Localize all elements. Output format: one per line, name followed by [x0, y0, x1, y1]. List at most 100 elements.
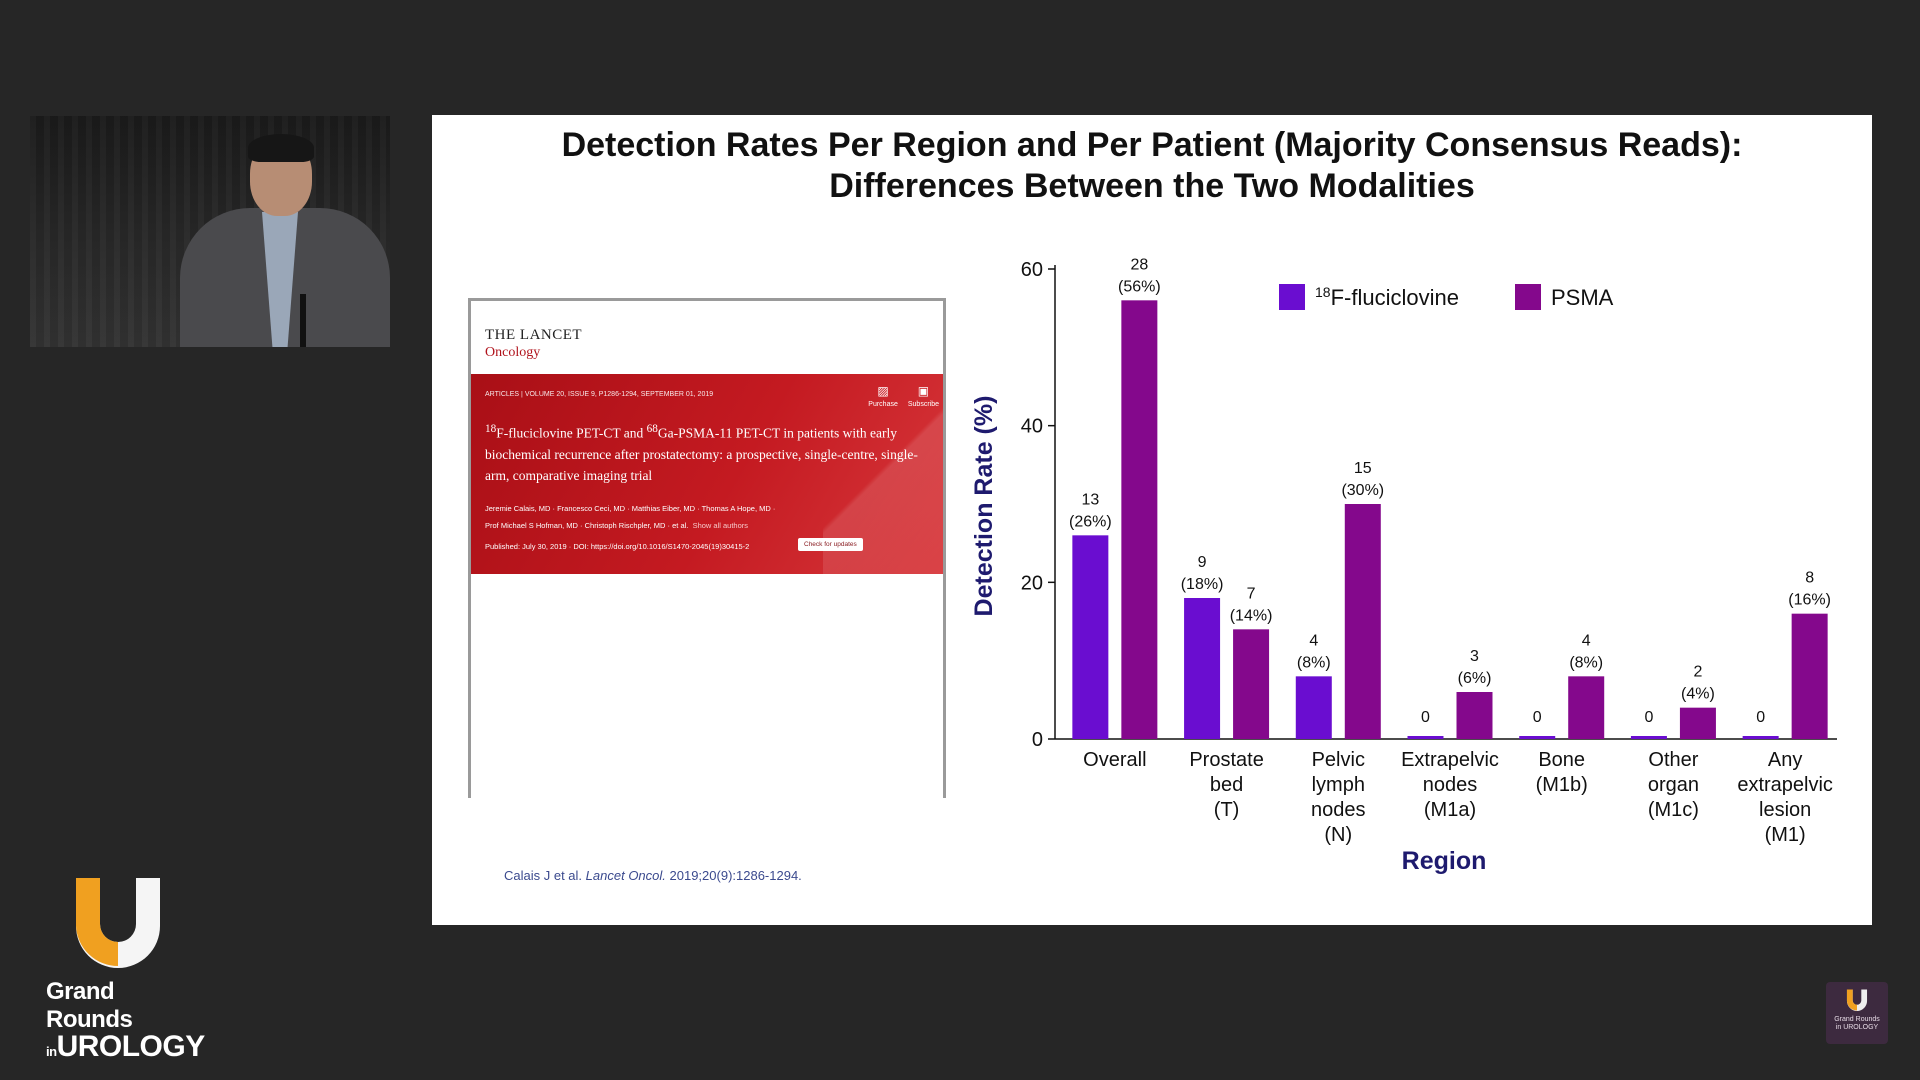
x-tick-label-5-1: Bone	[1538, 749, 1585, 771]
bar-2-3	[1344, 504, 1381, 739]
purchase-icon: ▨	[877, 384, 889, 398]
x-tick-label-7-1: Any	[1768, 749, 1802, 771]
y-axis-title: Detection Rate (%)	[970, 396, 998, 617]
bar-1-5	[1519, 736, 1556, 739]
article-title: 18F-fluciclovine PET-CT and 68Ga-PSMA-11…	[485, 423, 918, 483]
x-tick-label-7-2: extrapelvic	[1737, 774, 1833, 796]
data-label-pct-2-4: (6%)	[1458, 670, 1492, 687]
x-tick-label-4-2: nodes	[1423, 774, 1478, 796]
data-label-count-2-4: 3	[1470, 648, 1479, 665]
chart-legend: 18F-fluciclovine PSMA	[1279, 284, 1614, 310]
x-tick-label-4-3: (M1a)	[1424, 799, 1476, 821]
data-label-count-1-6: 0	[1644, 709, 1653, 726]
legend-label-2: PSMA	[1551, 285, 1614, 310]
bar-1-7	[1742, 736, 1779, 739]
journal-name: THE LANCET	[485, 327, 583, 343]
subscribe-icon: ▣	[917, 384, 930, 398]
bar-1-4	[1407, 736, 1444, 739]
data-label-pct-2-7: (16%)	[1788, 592, 1831, 609]
data-label-count-1-1: 13	[1081, 491, 1099, 508]
x-tick-label-4-1: Extrapelvic	[1401, 749, 1499, 771]
watermark-text-1: Grand Rounds	[1834, 1016, 1880, 1023]
x-tick-label-6-1: Other	[1648, 749, 1698, 771]
watermark-text-2: in UROLOGY	[1835, 1024, 1879, 1031]
slide-title-line2: Differences Between the Two Modalities	[829, 167, 1475, 205]
data-label-count-2-5: 4	[1582, 632, 1591, 649]
y-tick-label-20: 20	[1021, 572, 1043, 594]
data-label-pct-2-3: (30%)	[1341, 482, 1384, 499]
brand-line2: inUROLOGY	[46, 1030, 205, 1063]
legend-swatch-1	[1279, 284, 1305, 310]
data-label-count-2-1: 28	[1130, 256, 1148, 273]
data-label-count-2-3: 15	[1354, 460, 1372, 477]
x-tick-label-2-2: bed	[1210, 774, 1243, 796]
data-label-count-1-4: 0	[1421, 709, 1430, 726]
chart-bars	[1072, 300, 1828, 739]
bar-2-2	[1233, 629, 1270, 739]
data-label-pct-2-5: (8%)	[1569, 654, 1603, 671]
y-tick-label-40: 40	[1021, 416, 1043, 438]
x-tick-label-2-3: (T)	[1214, 799, 1240, 821]
y-tick-label-0: 0	[1032, 729, 1043, 751]
presentation-slide: Detection Rates Per Region and Per Patie…	[432, 115, 1872, 925]
x-tick-label-6-3: (M1c)	[1648, 799, 1699, 821]
article-actions: ▨ Purchase ▣ Subscribe	[868, 384, 939, 408]
x-axis-title: Region	[1402, 847, 1487, 875]
legend-swatch-2	[1515, 284, 1541, 310]
bar-1-2	[1184, 598, 1221, 739]
y-tick-label-60: 60	[1021, 259, 1043, 281]
x-tick-label-5-2: (M1b)	[1536, 774, 1588, 796]
x-tick-label-7-4: (M1)	[1765, 824, 1806, 846]
check-updates-badge: Check for updates	[798, 538, 863, 551]
data-label-pct-2-6: (4%)	[1681, 686, 1715, 703]
microphone	[300, 294, 306, 347]
speaker-hair	[248, 134, 314, 162]
article-authors: Jeremie Calais, MD · Francesco Ceci, MD …	[485, 504, 776, 530]
data-label-count-2-6: 2	[1693, 664, 1702, 681]
brand-line1: Grand Rounds	[46, 978, 133, 1033]
data-label-pct-1-3: (8%)	[1297, 654, 1331, 671]
x-tick-label-3-4: (N)	[1324, 824, 1352, 846]
u-logo-small-icon	[1846, 989, 1868, 1011]
data-label-pct-1-1: (26%)	[1069, 513, 1112, 530]
article-banner: ARTICLES | VOLUME 20, ISSUE 9, P1286-129…	[471, 374, 943, 574]
x-tick-label-3-3: nodes	[1311, 799, 1366, 821]
corner-watermark: Grand Rounds in UROLOGY	[1826, 982, 1888, 1044]
data-label-count-1-2: 9	[1198, 554, 1207, 571]
article-published: Published: July 30, 2019 · DOI: https://…	[485, 542, 750, 551]
purchase-button: ▨ Purchase	[868, 384, 898, 408]
x-tick-label-2-1: Prostate	[1189, 749, 1263, 771]
citation: Calais J et al. Lancet Oncol. 2019;20(9)…	[504, 868, 802, 883]
speaker-video	[30, 116, 390, 347]
bar-1-6	[1630, 736, 1667, 739]
bar-1-1	[1072, 535, 1109, 739]
data-label-count-1-5: 0	[1533, 709, 1542, 726]
subscribe-button: ▣ Subscribe	[907, 384, 939, 408]
data-label-count-1-7: 0	[1756, 709, 1765, 726]
data-label-pct-2-2: (14%)	[1230, 607, 1273, 624]
x-tick-label-7-3: lesion	[1759, 799, 1811, 821]
data-label-count-2-7: 8	[1805, 570, 1814, 587]
x-tick-label-1-1: Overall	[1083, 749, 1146, 771]
slide-title-line1: Detection Rates Per Region and Per Patie…	[561, 126, 1743, 164]
paper-thumbnail: THE LANCET Oncology ARTICLES | VOLUME 20…	[468, 298, 946, 798]
bar-1-3	[1295, 676, 1332, 739]
x-tick-label-3-2: lymph	[1312, 774, 1365, 796]
data-label-pct-1-2: (18%)	[1181, 576, 1224, 593]
slide-title: Detection Rates Per Region and Per Patie…	[432, 125, 1872, 207]
x-tick-label-3-1: Pelvic	[1312, 749, 1365, 771]
x-tick-label-6-2: organ	[1648, 774, 1699, 796]
journal-section: Oncology	[485, 345, 541, 360]
bar-2-5	[1568, 676, 1605, 739]
data-label-count-1-3: 4	[1309, 632, 1318, 649]
bar-2-1	[1121, 300, 1158, 739]
u-logo-icon	[76, 878, 160, 968]
article-meta: ARTICLES | VOLUME 20, ISSUE 9, P1286-129…	[485, 391, 714, 398]
chart-labels: 13(26%)28(56%)Overall9(18%)7(14%)Prostat…	[1069, 256, 1833, 846]
bar-2-6	[1679, 707, 1716, 739]
bar-2-4	[1456, 692, 1493, 739]
bar-2-7	[1791, 613, 1828, 739]
